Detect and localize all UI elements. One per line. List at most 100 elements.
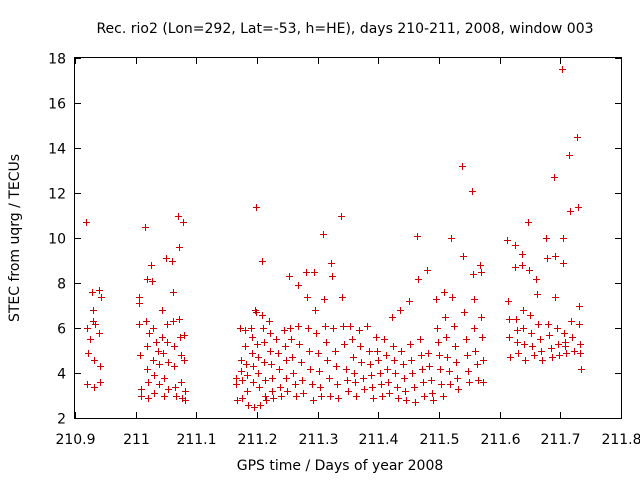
data-point	[91, 384, 98, 391]
data-point	[326, 375, 333, 382]
x-tick-label: 211.4	[358, 432, 398, 448]
data-point	[327, 393, 334, 400]
data-point	[172, 384, 179, 391]
data-point	[242, 327, 249, 334]
data-point	[155, 348, 162, 355]
data-point	[397, 307, 404, 314]
data-point	[238, 368, 245, 375]
data-point	[561, 330, 568, 337]
data-point	[295, 282, 302, 289]
data-point	[357, 343, 364, 350]
data-point	[576, 303, 583, 310]
data-point	[535, 321, 542, 328]
data-point	[177, 334, 184, 341]
data-point	[464, 352, 471, 359]
data-point	[567, 208, 574, 215]
data-point	[533, 276, 540, 283]
data-point	[552, 253, 559, 260]
y-tick-label: 10	[48, 232, 66, 248]
x-tick-label: 211.7	[540, 432, 580, 448]
data-point	[148, 262, 155, 269]
data-point	[237, 325, 244, 332]
data-point	[273, 336, 280, 343]
data-point	[165, 359, 172, 366]
y-tick-label: 2	[57, 412, 66, 428]
data-point	[267, 330, 274, 337]
data-point	[577, 341, 584, 348]
data-point	[352, 379, 359, 386]
data-point	[559, 66, 566, 73]
data-point	[442, 314, 449, 321]
data-point	[151, 372, 158, 379]
data-point	[259, 258, 266, 265]
data-point	[300, 390, 307, 397]
data-point	[519, 262, 526, 269]
data-point	[239, 395, 246, 402]
data-point	[528, 330, 535, 337]
data-point	[288, 336, 295, 343]
data-point	[529, 343, 536, 350]
data-point	[351, 370, 358, 377]
data-point	[170, 289, 177, 296]
data-point	[512, 264, 519, 271]
data-point	[136, 321, 143, 328]
data-point	[356, 327, 363, 334]
data-point	[392, 370, 399, 377]
y-tick-label: 12	[48, 187, 66, 203]
data-point	[309, 381, 316, 388]
data-point	[562, 343, 569, 350]
data-point	[506, 316, 513, 323]
data-point	[549, 354, 556, 361]
data-point	[238, 357, 245, 364]
data-point	[161, 393, 168, 400]
data-point	[182, 397, 189, 404]
data-points	[83, 66, 585, 411]
data-point	[255, 370, 262, 377]
data-point	[477, 262, 484, 269]
data-point	[283, 375, 290, 382]
data-point	[262, 393, 269, 400]
data-point	[97, 363, 104, 370]
data-point	[260, 325, 267, 332]
data-point	[471, 325, 478, 332]
data-point	[90, 307, 97, 314]
data-point	[261, 359, 268, 366]
data-point	[395, 395, 402, 402]
x-tick-label: 210.9	[55, 432, 95, 448]
data-point	[159, 334, 166, 341]
data-point	[520, 307, 527, 314]
data-point	[384, 366, 391, 373]
data-point	[563, 350, 570, 357]
data-point	[526, 267, 533, 274]
data-point	[424, 267, 431, 274]
data-point	[160, 350, 167, 357]
data-point	[267, 348, 274, 355]
data-point	[243, 361, 250, 368]
data-point	[269, 375, 276, 382]
data-point	[385, 379, 392, 386]
data-point	[171, 363, 178, 370]
data-point	[554, 325, 561, 332]
data-point	[569, 334, 576, 341]
data-point	[360, 375, 367, 382]
data-point	[92, 321, 99, 328]
data-point	[250, 363, 257, 370]
data-point	[428, 377, 435, 384]
data-point	[383, 352, 390, 359]
data-point	[437, 366, 444, 373]
data-point	[444, 354, 451, 361]
data-point	[506, 334, 513, 341]
data-point	[568, 318, 575, 325]
data-point	[349, 336, 356, 343]
data-point	[250, 379, 257, 386]
data-point	[425, 350, 432, 357]
data-point	[159, 307, 166, 314]
data-point	[544, 255, 551, 262]
data-point	[415, 276, 422, 283]
y-tick-label: 4	[57, 367, 66, 383]
data-point	[85, 350, 92, 357]
data-point	[313, 330, 320, 337]
data-point	[181, 357, 188, 364]
data-point	[420, 379, 427, 386]
